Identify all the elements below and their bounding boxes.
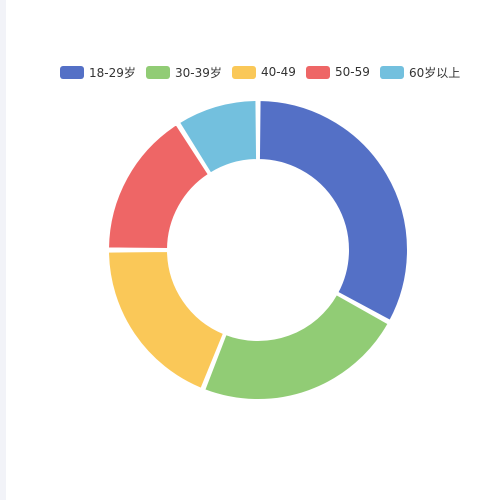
legend-item-30-39[interactable]: 30-39岁 (146, 61, 222, 83)
slice-60-plus[interactable] (177, 99, 259, 175)
page-left-border (0, 0, 6, 500)
slice-40-49[interactable] (107, 249, 225, 390)
legend-label-30-39: 30-39岁 (175, 65, 222, 80)
legend-label-60-plus: 60岁以上 (409, 65, 461, 80)
legend-swatch-50-59 (306, 65, 330, 79)
chart-legend: 18-29岁 30-39岁 40-49 50-59 60岁以上 (0, 61, 500, 83)
legend-label-50-59: 50-59 (335, 65, 370, 79)
legend-label-40-49: 40-49 (261, 65, 296, 79)
legend-item-60-plus[interactable]: 60岁以上 (380, 61, 460, 83)
legend-swatch-18-29 (60, 65, 84, 79)
legend-swatch-60-plus (380, 65, 404, 79)
legend-item-50-59[interactable]: 50-59 (306, 61, 370, 83)
legend-swatch-30-39 (146, 65, 170, 79)
legend-item-40-49[interactable]: 40-49 (232, 61, 296, 83)
slice-50-59[interactable] (107, 123, 210, 251)
legend-label-18-29: 18-29岁 (89, 65, 136, 80)
slice-30-39[interactable] (203, 293, 390, 401)
legend-item-18-29[interactable]: 18-29岁 (60, 61, 136, 83)
donut-slices (107, 99, 409, 401)
chart-panel (6, 0, 500, 500)
slice-18-29[interactable] (257, 99, 409, 322)
legend-swatch-40-49 (232, 65, 256, 79)
